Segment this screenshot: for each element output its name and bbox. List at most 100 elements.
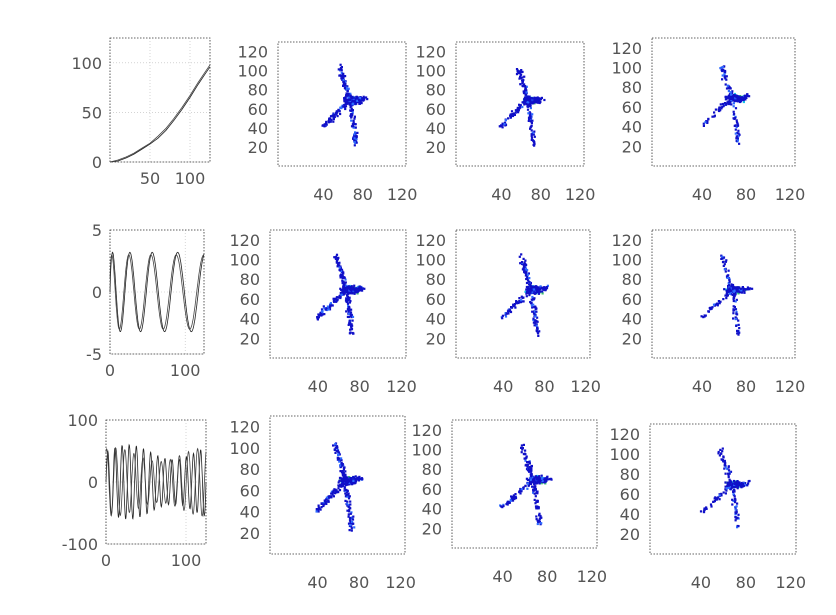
- density-point: [536, 490, 539, 493]
- density-point: [521, 446, 524, 450]
- density-point: [726, 274, 729, 277]
- density-point: [345, 88, 348, 91]
- density-point: [336, 298, 339, 301]
- density-point: [520, 77, 523, 80]
- y-tick-label: 40: [622, 310, 642, 329]
- density-point: [529, 287, 532, 290]
- density-point: [529, 118, 532, 121]
- density-point: [353, 144, 356, 147]
- density-point: [528, 277, 531, 280]
- density-point: [353, 133, 356, 136]
- density-point: [518, 255, 521, 258]
- density-point: [352, 522, 355, 525]
- density-point: [743, 482, 746, 485]
- density-point: [729, 480, 732, 483]
- density-point: [720, 452, 723, 455]
- density-point: [521, 268, 524, 271]
- density-point: [345, 284, 348, 287]
- density-point: [343, 486, 346, 489]
- density-point: [531, 139, 535, 142]
- density-point: [353, 478, 356, 481]
- density-point: [721, 102, 724, 106]
- density-point: [526, 273, 529, 276]
- density-point: [336, 446, 339, 449]
- density-point: [325, 502, 328, 505]
- density-point: [341, 289, 344, 292]
- density-point: [325, 123, 328, 126]
- density-point: [737, 323, 740, 326]
- density-point: [746, 288, 749, 291]
- density-point: [349, 92, 352, 95]
- y-tick-label: 60: [622, 290, 642, 309]
- density-point: [354, 123, 357, 126]
- density-point: [349, 311, 353, 314]
- density-point: [532, 298, 535, 301]
- density-point: [519, 72, 522, 75]
- density-point: [340, 77, 343, 80]
- density-point: [703, 508, 706, 511]
- y-tick-label: 60: [622, 98, 642, 117]
- density-point: [524, 267, 527, 270]
- density-point: [734, 486, 737, 489]
- x-tick-label: 50: [140, 169, 160, 188]
- density-point: [539, 514, 542, 518]
- density-point: [517, 111, 520, 114]
- density-point: [355, 138, 358, 141]
- density-point: [329, 120, 332, 123]
- density-point: [729, 87, 732, 90]
- density-point: [735, 96, 738, 99]
- density-point: [725, 489, 728, 492]
- density-point: [340, 457, 343, 460]
- density-point: [535, 290, 538, 293]
- density-point: [530, 120, 533, 123]
- density-point: [737, 319, 740, 322]
- y-tick-label: 80: [426, 81, 446, 100]
- density-point: [536, 482, 539, 485]
- density-point: [534, 485, 537, 488]
- density-point: [724, 485, 727, 488]
- density-point: [332, 120, 335, 123]
- density-point: [526, 487, 529, 490]
- density-point: [354, 134, 357, 137]
- density-point: [737, 333, 740, 336]
- density-point: [534, 486, 537, 489]
- density-point: [702, 124, 705, 127]
- density-point: [535, 505, 538, 508]
- density-point: [534, 321, 537, 324]
- density-point: [720, 66, 723, 69]
- density-point: [351, 481, 354, 484]
- density-point: [513, 495, 516, 498]
- density-point: [719, 300, 722, 303]
- density-point: [734, 318, 737, 321]
- density-point: [530, 285, 534, 288]
- density-point: [736, 502, 739, 505]
- density-point: [350, 529, 353, 532]
- density-point: [319, 311, 322, 314]
- density-point: [353, 292, 356, 295]
- density-point: [733, 483, 736, 486]
- density-point: [501, 506, 504, 509]
- density-point: [535, 478, 538, 481]
- density-point: [536, 327, 539, 330]
- series-line: [109, 64, 211, 163]
- density-point: [337, 452, 340, 455]
- density-point: [348, 98, 351, 101]
- x-tick-label: 120: [775, 573, 806, 592]
- density-point: [741, 482, 745, 485]
- density-point: [332, 495, 335, 498]
- density-point: [510, 495, 513, 498]
- density-point: [737, 100, 740, 103]
- x-tick-label: 80: [349, 573, 369, 592]
- density-point: [536, 519, 539, 522]
- density-point: [725, 87, 729, 90]
- density-point: [533, 130, 536, 133]
- x-tick-label: 120: [570, 377, 601, 396]
- density-point: [736, 139, 739, 142]
- density-point: [530, 134, 533, 138]
- density-point: [533, 324, 536, 327]
- density-point: [340, 480, 343, 483]
- y-tick-label: -5: [86, 345, 102, 364]
- density-point: [727, 469, 731, 472]
- density-point: [709, 503, 713, 506]
- density-point: [522, 85, 525, 88]
